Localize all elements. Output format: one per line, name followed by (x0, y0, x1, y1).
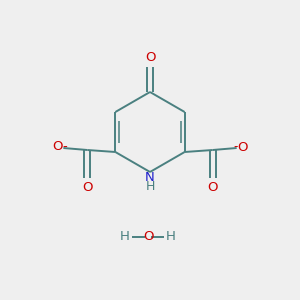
Text: O: O (82, 181, 93, 194)
Text: O: O (238, 140, 248, 154)
Text: N: N (145, 171, 155, 184)
Text: O: O (52, 140, 62, 154)
Text: O: O (145, 51, 155, 64)
Text: H: H (145, 180, 155, 193)
Text: -: - (62, 140, 67, 154)
Text: O: O (143, 230, 153, 242)
Text: H: H (166, 230, 176, 242)
Text: -: - (233, 140, 238, 154)
Text: H: H (120, 230, 130, 242)
Text: O: O (207, 181, 218, 194)
